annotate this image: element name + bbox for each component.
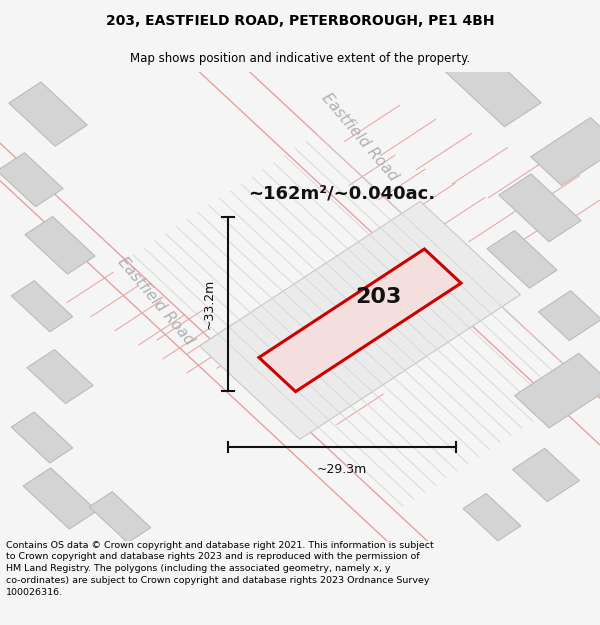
- Polygon shape: [89, 492, 151, 542]
- Polygon shape: [538, 291, 600, 341]
- Polygon shape: [23, 468, 97, 529]
- Polygon shape: [27, 349, 93, 404]
- Polygon shape: [11, 412, 73, 463]
- Polygon shape: [443, 45, 541, 127]
- Text: Contains OS data © Crown copyright and database right 2021. This information is : Contains OS data © Crown copyright and d…: [6, 541, 434, 597]
- Polygon shape: [530, 118, 600, 186]
- Polygon shape: [499, 174, 581, 242]
- Text: Eastfield Road: Eastfield Road: [115, 255, 197, 348]
- Text: 203, EASTFIELD ROAD, PETERBOROUGH, PE1 4BH: 203, EASTFIELD ROAD, PETERBOROUGH, PE1 4…: [106, 14, 494, 28]
- Text: ~162m²/~0.040ac.: ~162m²/~0.040ac.: [248, 185, 436, 202]
- Polygon shape: [512, 448, 580, 502]
- Polygon shape: [463, 494, 521, 541]
- Text: Map shows position and indicative extent of the property.: Map shows position and indicative extent…: [130, 52, 470, 65]
- Polygon shape: [200, 201, 520, 439]
- Polygon shape: [25, 216, 95, 274]
- Polygon shape: [0, 152, 63, 207]
- Text: ~29.3m: ~29.3m: [317, 463, 367, 476]
- Polygon shape: [487, 231, 557, 288]
- Polygon shape: [9, 82, 87, 146]
- Polygon shape: [514, 353, 600, 428]
- Text: ~33.2m: ~33.2m: [203, 279, 216, 329]
- Polygon shape: [259, 249, 461, 392]
- Text: Eastfield Road: Eastfield Road: [319, 91, 401, 184]
- Polygon shape: [11, 281, 73, 332]
- Text: 203: 203: [355, 287, 401, 307]
